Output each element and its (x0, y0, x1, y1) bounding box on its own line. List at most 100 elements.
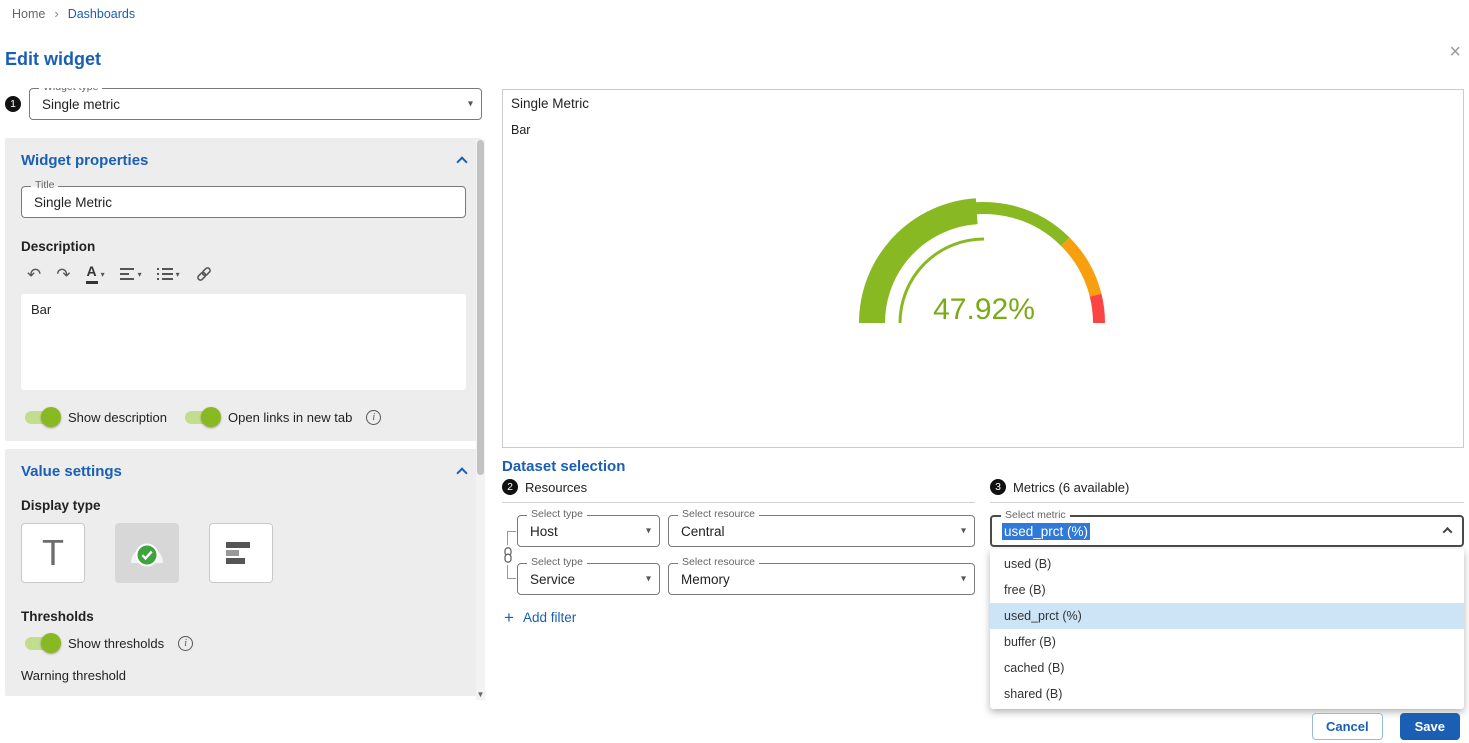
thresholds-label: Thresholds (21, 609, 466, 624)
resources-section: 2 Resources Select type Host ▾ (502, 479, 975, 626)
metric-option[interactable]: shared (B) (990, 681, 1464, 707)
gauge-scale-warning-arc (1065, 242, 1095, 296)
step-2-badge: 2 (502, 479, 518, 495)
chevron-down-icon: ▾ (646, 574, 651, 585)
title-field[interactable]: Title (21, 186, 466, 218)
display-type-bar-button[interactable] (209, 523, 273, 583)
warning-threshold-label: Warning threshold (21, 668, 466, 683)
link-icon (195, 265, 213, 283)
text-display-icon: T (42, 535, 64, 571)
chevron-down-icon: ▾ (961, 526, 966, 537)
insert-link-button[interactable] (189, 263, 219, 285)
chevron-up-icon (1443, 527, 1453, 537)
display-type-options: T (21, 523, 466, 583)
collapse-chevron-icon[interactable] (456, 467, 467, 478)
open-links-toggle[interactable] (185, 411, 218, 424)
title-input[interactable] (34, 195, 453, 210)
show-description-toggle[interactable] (25, 411, 58, 424)
left-panel-scrollbar[interactable]: ▼ (476, 140, 485, 700)
resource-select-2[interactable]: Select resource Memory ▾ (668, 563, 975, 595)
widget-properties-section: Widget properties Title Description ↶ ↷ … (5, 138, 482, 441)
gauge-chart: 47.92% (834, 183, 1134, 333)
close-icon[interactable]: × (1449, 42, 1461, 62)
metric-options-dropdown: used (B) free (B) used_prct (%) buffer (… (990, 549, 1464, 709)
text-color-icon: A (86, 264, 98, 283)
chevron-down-icon: ▾ (646, 526, 651, 537)
description-textarea[interactable]: Bar (21, 294, 466, 390)
select-type-value: Host (530, 524, 558, 539)
resource-type-select-2[interactable]: Select type Service ▾ (517, 563, 660, 595)
title-field-label: Title (31, 179, 58, 193)
select-resource-label: Select resource (678, 556, 759, 570)
info-icon[interactable]: i (366, 410, 381, 425)
save-button[interactable]: Save (1400, 713, 1460, 740)
show-thresholds-toggle[interactable] (25, 637, 58, 650)
resource-row: Select type Host ▾ Select resource Centr… (517, 515, 975, 547)
select-type-label: Select type (527, 508, 587, 522)
display-type-gauge-button[interactable] (115, 523, 179, 583)
metric-option[interactable]: free (B) (990, 577, 1464, 603)
add-filter-button[interactable]: + Add filter (502, 609, 975, 626)
plus-icon: + (504, 609, 514, 626)
cancel-button[interactable]: Cancel (1312, 713, 1383, 740)
select-metric-label: Select metric (1001, 509, 1070, 523)
select-type-value: Service (530, 572, 575, 587)
widget-properties-title: Widget properties (21, 152, 148, 169)
preview-title: Single Metric (511, 96, 589, 111)
list-button[interactable]: ▾ (151, 263, 186, 285)
chevron-down-icon: ▾ (101, 270, 105, 279)
preview-description: Bar (511, 123, 530, 137)
resource-type-select-1[interactable]: Select type Host ▾ (517, 515, 660, 547)
chain-link-icon (501, 545, 515, 565)
widget-type-label: Widget type (39, 88, 102, 95)
redo-button[interactable]: ↷ (50, 263, 76, 285)
chevron-down-icon: ▾ (468, 99, 473, 110)
bullet-list-icon (157, 268, 173, 280)
richtext-toolbar: ↶ ↷ A ▾ ▾ ▾ (21, 262, 466, 286)
metrics-section: 3 Metrics (6 available) Select metric us… (990, 479, 1464, 709)
dataset-selection-title: Dataset selection (502, 458, 1464, 475)
display-type-label: Display type (21, 498, 466, 513)
widget-settings-panel: 1 Widget type Single metric ▾ Widget pro… (5, 88, 482, 703)
add-filter-label: Add filter (523, 610, 576, 625)
select-metric-combobox[interactable]: Select metric used_prct (%) (990, 515, 1464, 547)
breadcrumb: Home › Dashboards (12, 6, 135, 21)
undo-button[interactable]: ↶ (21, 263, 47, 285)
gauge-value-text: 47.92% (933, 293, 1035, 326)
thresholds-toggle-row: Show thresholds i (21, 633, 466, 654)
metric-option[interactable]: used (B) (990, 551, 1464, 577)
chevron-down-icon: ▾ (176, 270, 180, 279)
step-1-badge: 1 (5, 96, 21, 112)
open-links-label: Open links in new tab (228, 410, 352, 425)
widget-preview: Single Metric Bar 47.92% (502, 89, 1464, 448)
chevron-down-icon: ▾ (961, 574, 966, 585)
align-button[interactable]: ▾ (114, 263, 148, 285)
collapse-chevron-icon[interactable] (456, 156, 467, 167)
show-thresholds-label: Show thresholds (68, 636, 164, 651)
show-description-label: Show description (68, 410, 167, 425)
select-resource-value: Central (681, 524, 725, 539)
widget-preview-and-dataset: Single Metric Bar 47.92% Dataset selecti… (502, 89, 1464, 479)
metric-option[interactable]: cached (B) (990, 655, 1464, 681)
scrollbar-thumb[interactable] (477, 140, 484, 475)
align-left-icon (120, 268, 135, 280)
value-settings-header: Value settings (21, 462, 466, 480)
bar-chart-icon (226, 540, 256, 566)
text-color-button[interactable]: A ▾ (80, 263, 111, 285)
resource-select-1[interactable]: Select resource Central ▾ (668, 515, 975, 547)
resource-row: Select type Service ▾ Select resource Me… (517, 563, 975, 595)
resources-label: Resources (525, 480, 587, 495)
scrollbar-down-arrow-icon[interactable]: ▼ (476, 688, 485, 700)
info-icon[interactable]: i (178, 636, 193, 651)
widget-properties-header: Widget properties (21, 151, 466, 169)
display-type-text-button[interactable]: T (21, 523, 85, 583)
page-title: Edit widget (5, 49, 101, 70)
metrics-label: Metrics (6 available) (1013, 480, 1129, 495)
breadcrumb-dashboards-link[interactable]: Dashboards (68, 7, 135, 21)
metric-option[interactable]: buffer (B) (990, 629, 1464, 655)
select-resource-label: Select resource (678, 508, 759, 522)
widget-type-select[interactable]: Widget type Single metric ▾ (29, 88, 482, 120)
metric-option-selected[interactable]: used_prct (%) (990, 603, 1464, 629)
breadcrumb-home-link[interactable]: Home (12, 7, 45, 21)
value-settings-section: Value settings Display type T (5, 449, 482, 696)
